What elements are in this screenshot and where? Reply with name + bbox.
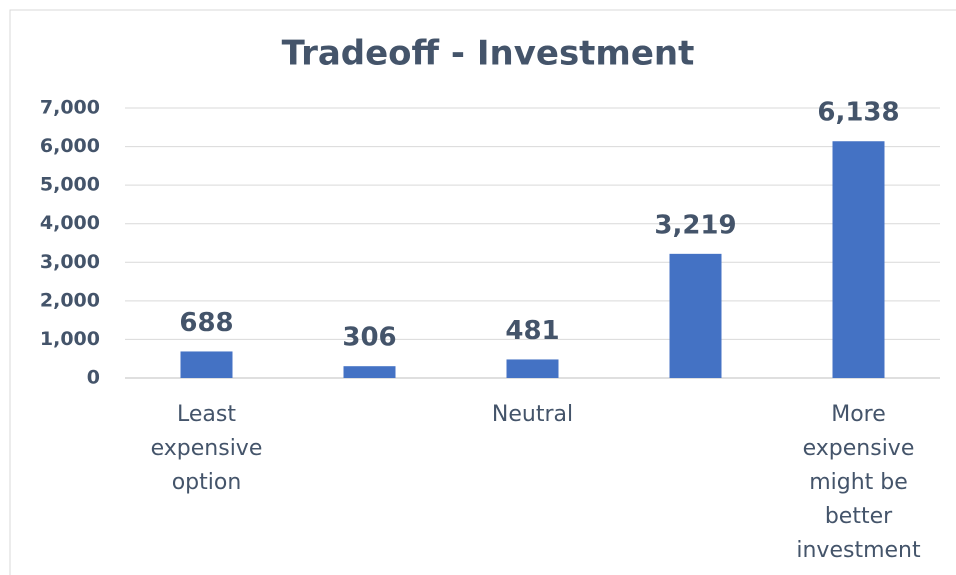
data-label: 306 bbox=[342, 323, 396, 353]
data-label: 3,219 bbox=[654, 210, 736, 240]
chart-border bbox=[9, 9, 956, 575]
x-tick-label: More expensive might be better investmen… bbox=[796, 402, 921, 563]
bar bbox=[180, 351, 233, 378]
data-label: 6,138 bbox=[817, 98, 899, 128]
y-tick-label: 4,000 bbox=[40, 212, 100, 234]
bar bbox=[506, 359, 559, 378]
y-tick-label: 7,000 bbox=[40, 97, 100, 119]
x-tick-label: Least expensive option bbox=[150, 402, 263, 495]
bar bbox=[343, 366, 396, 378]
y-tick-label: 1,000 bbox=[40, 328, 100, 350]
data-label: 688 bbox=[179, 308, 233, 338]
y-tick-label: 2,000 bbox=[40, 289, 100, 311]
bar bbox=[669, 253, 722, 378]
y-tick-label: 6,000 bbox=[40, 135, 100, 157]
chart-title: Tradeoff - Investment bbox=[282, 34, 695, 74]
y-tick-label: 3,000 bbox=[40, 251, 100, 273]
y-tick-label: 5,000 bbox=[40, 174, 100, 196]
x-tick-label: Neutral bbox=[491, 402, 574, 427]
y-tick-label: 0 bbox=[87, 367, 100, 389]
data-label: 481 bbox=[505, 316, 559, 346]
bar bbox=[832, 141, 885, 378]
